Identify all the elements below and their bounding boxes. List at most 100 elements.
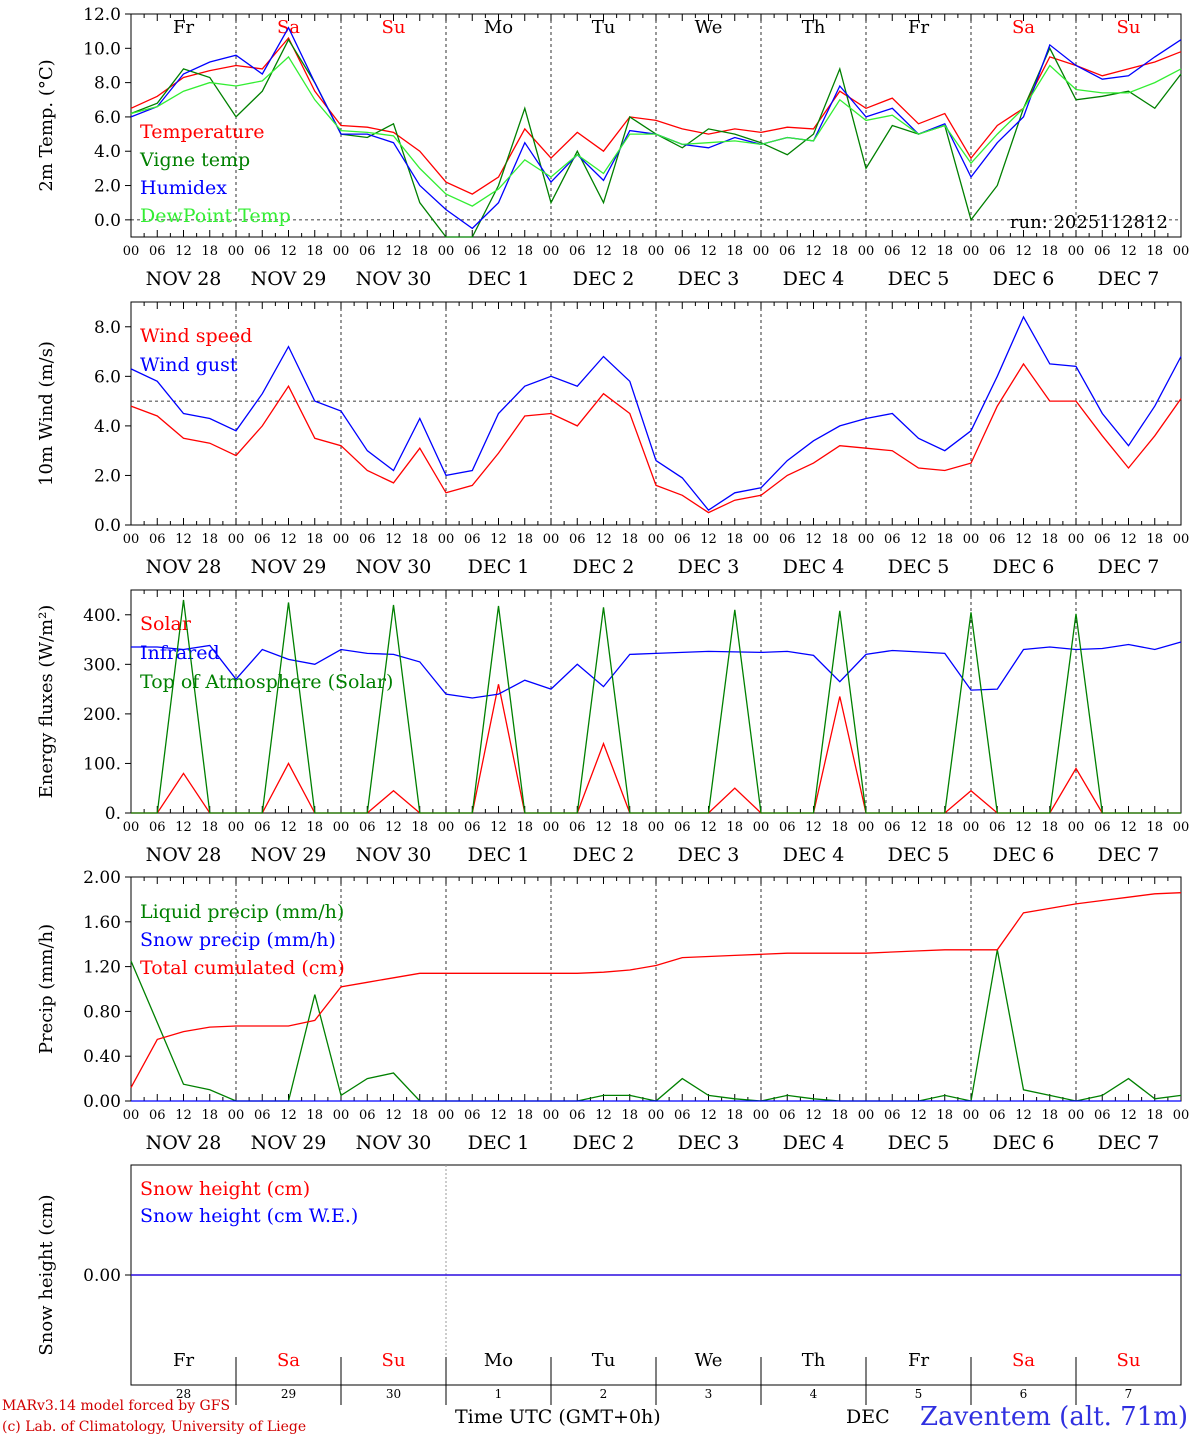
lab-credit: (c) Lab. of Climatology, University of L… xyxy=(2,1419,307,1435)
hour-label: 06 xyxy=(359,532,376,547)
hour-label: 06 xyxy=(569,1108,586,1123)
weekday-label: Tu xyxy=(592,17,616,38)
hour-label: 06 xyxy=(254,1108,271,1123)
hour-label: 00 xyxy=(228,244,245,259)
date-label: NOV 30 xyxy=(356,268,432,290)
hour-label: 12 xyxy=(490,244,507,259)
weekday-label: Sa xyxy=(1012,17,1035,38)
hour-label: 00 xyxy=(648,244,665,259)
hour-label: 18 xyxy=(1146,820,1163,835)
y-axis-label: 10m Wind (m/s) xyxy=(36,341,57,486)
date-label: DEC 3 xyxy=(678,556,740,578)
hour-label: 00 xyxy=(438,1108,455,1123)
model-credit: MARv3.14 model forced by GFS xyxy=(2,1398,231,1414)
day-number-label: 28 xyxy=(176,1387,191,1401)
legend-entry: Top of Atmosphere (Solar) xyxy=(140,671,393,693)
hour-label: 18 xyxy=(1146,244,1163,259)
date-label: NOV 28 xyxy=(146,844,222,866)
hour-label: 18 xyxy=(726,820,743,835)
hour-label: 06 xyxy=(779,244,796,259)
hour-label: 06 xyxy=(464,1108,481,1123)
hour-label: 06 xyxy=(569,820,586,835)
hour-label: 06 xyxy=(989,244,1006,259)
weekday-label: Fr xyxy=(173,17,194,38)
hour-label: 06 xyxy=(779,820,796,835)
hour-label: 00 xyxy=(1173,244,1190,259)
hour-label: 12 xyxy=(385,1108,402,1123)
hour-label: 12 xyxy=(1015,1108,1032,1123)
hour-label: 06 xyxy=(359,1108,376,1123)
y-tick-label: 8.0 xyxy=(94,318,121,338)
date-label: DEC 4 xyxy=(783,844,845,866)
hour-label: 06 xyxy=(884,244,901,259)
date-label: DEC 5 xyxy=(888,556,950,578)
y-tick-label: 12.0 xyxy=(83,5,121,25)
weekday-label: Su xyxy=(1117,1350,1141,1371)
y-tick-label: 0.40 xyxy=(83,1047,121,1067)
series-line-wind-speed xyxy=(130,362,1182,514)
hour-label: 18 xyxy=(621,820,638,835)
hour-label: 00 xyxy=(438,820,455,835)
date-label: DEC 1 xyxy=(468,844,530,866)
hour-label: 00 xyxy=(333,532,350,547)
hour-label: 12 xyxy=(700,820,717,835)
hour-label: 00 xyxy=(123,244,140,259)
date-label: DEC 1 xyxy=(468,556,530,578)
hour-label: 12 xyxy=(910,820,927,835)
hour-label: 12 xyxy=(385,532,402,547)
series-line-dewpoint-temp xyxy=(130,55,1182,207)
date-label: DEC 3 xyxy=(678,1132,740,1154)
date-label: NOV 29 xyxy=(251,1132,327,1154)
day-number-label: 1 xyxy=(495,1387,503,1401)
y-axis-label: Snow height (cm) xyxy=(36,1194,57,1355)
day-number-label: 30 xyxy=(386,1387,401,1401)
hour-label: 06 xyxy=(1094,244,1111,259)
hour-label: 00 xyxy=(753,1108,770,1123)
hour-label: 12 xyxy=(280,1108,297,1123)
hour-label: 18 xyxy=(726,532,743,547)
hour-label: 18 xyxy=(726,1108,743,1123)
hour-label: 06 xyxy=(569,244,586,259)
hour-label: 18 xyxy=(306,244,323,259)
hour-label: 00 xyxy=(543,532,560,547)
day-number-label: 3 xyxy=(705,1387,713,1401)
hour-label: 12 xyxy=(1120,1108,1137,1123)
legend-entry: Wind gust xyxy=(140,354,238,376)
hour-label: 06 xyxy=(884,1108,901,1123)
hour-label: 18 xyxy=(516,1108,533,1123)
y-tick-label: 8.0 xyxy=(94,74,121,94)
y-tick-label: 6.0 xyxy=(94,367,121,387)
hour-label: 06 xyxy=(149,532,166,547)
legend-entry: Vigne temp xyxy=(139,149,250,171)
hour-label: 18 xyxy=(411,244,428,259)
weekday-label: Mo xyxy=(484,1350,513,1371)
day-number-label: 4 xyxy=(810,1387,818,1401)
hour-label: 12 xyxy=(280,244,297,259)
day-number-label: 29 xyxy=(281,1387,296,1401)
hour-label: 06 xyxy=(149,244,166,259)
hour-label: 18 xyxy=(936,244,953,259)
hour-label: 00 xyxy=(963,820,980,835)
date-label: DEC 6 xyxy=(993,268,1055,290)
hour-label: 06 xyxy=(779,1108,796,1123)
series-line-infrared xyxy=(131,641,1182,699)
y-tick-label: 1.20 xyxy=(83,958,121,978)
y-tick-label: 0.80 xyxy=(83,1002,121,1022)
hour-label: 06 xyxy=(674,244,691,259)
date-label: DEC 3 xyxy=(678,844,740,866)
hour-label: 18 xyxy=(1146,1108,1163,1123)
y-tick-label: 4.0 xyxy=(94,142,121,162)
hour-label: 12 xyxy=(490,820,507,835)
weekday-label: Fr xyxy=(173,1350,194,1371)
plot-frame-temp xyxy=(130,13,1182,238)
weekday-label: Tu xyxy=(592,1350,616,1371)
hour-label: 12 xyxy=(280,532,297,547)
date-label: DEC 2 xyxy=(573,268,635,290)
hour-label: 12 xyxy=(805,532,822,547)
series-line-wind-gust xyxy=(130,315,1182,511)
date-label: NOV 30 xyxy=(356,1132,432,1154)
y-tick-label: 4.0 xyxy=(94,417,121,437)
hour-label: 18 xyxy=(411,820,428,835)
hour-label: 12 xyxy=(1120,532,1137,547)
y-tick-label: 0.0 xyxy=(94,516,121,536)
